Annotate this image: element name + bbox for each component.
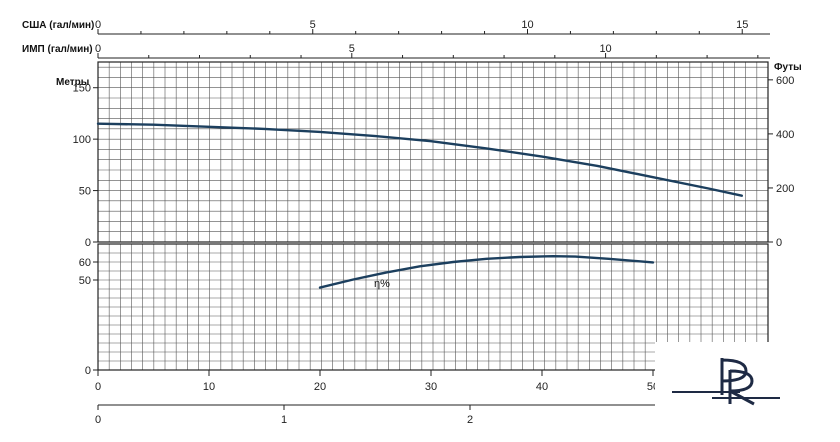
efficiency-curve	[318, 255, 655, 289]
meters-tick-label: 100	[73, 134, 91, 146]
meters-axis-label: Метры	[56, 77, 89, 88]
us-gpm-tick-label: 15	[736, 19, 748, 31]
top-axis-ticks: 0 5 10 15 0 5 10	[95, 19, 759, 58]
feet-tick-label: 200	[776, 183, 794, 195]
efficiency-tick-label: 60	[79, 257, 91, 269]
meters-tick-label: 50	[79, 186, 91, 198]
secondary-flow-tick-label: 2	[467, 414, 473, 426]
head-curve	[96, 122, 743, 197]
meters-tick-label: 0	[85, 237, 91, 249]
us-gpm-tick-label: 0	[95, 19, 101, 31]
imp-gpm-tick-label: 10	[599, 43, 611, 55]
secondary-flow-tick-label: 0	[95, 414, 101, 426]
us-gpm-tick-label: 10	[521, 19, 533, 31]
secondary-flow-tick-label: 1	[281, 414, 287, 426]
meters-tick-label: 150	[73, 83, 91, 95]
head-panel-ticks: 0 50 100 150 0 200 400 600	[73, 75, 795, 249]
efficiency-panel-ticks: 0 50 60	[79, 257, 98, 377]
imp-gpm-axis-label: ИМП (гал/мин)	[22, 44, 93, 55]
us-gpm-tick-label: 5	[310, 19, 316, 31]
flow-tick-label: 10	[203, 381, 215, 393]
efficiency-tick-label: 0	[85, 365, 91, 377]
feet-tick-label: 400	[776, 129, 794, 141]
efficiency-tick-label: 50	[79, 275, 91, 287]
feet-axis-label: Футы	[774, 62, 802, 73]
feet-tick-label: 0	[776, 237, 782, 249]
feet-tick-label: 600	[776, 75, 794, 87]
us-gpm-axis-label: США (гал/мин)	[22, 20, 94, 31]
flow-tick-label: 0	[95, 381, 101, 393]
efficiency-panel-frame	[97, 243, 769, 371]
bottom-axis-ticks: 0 10 20 30 40 500 1 2	[95, 370, 659, 426]
imp-gpm-tick-label: 5	[349, 43, 355, 55]
imp-gpm-tick-label: 0	[95, 43, 101, 55]
head-panel-grid	[98, 62, 768, 242]
flow-tick-label: 40	[536, 381, 548, 393]
flow-tick-label: 30	[425, 381, 437, 393]
head-panel-frame	[97, 61, 769, 243]
flow-tick-label: 20	[314, 381, 326, 393]
efficiency-label: η%	[374, 278, 390, 290]
pr-logo	[672, 358, 780, 406]
